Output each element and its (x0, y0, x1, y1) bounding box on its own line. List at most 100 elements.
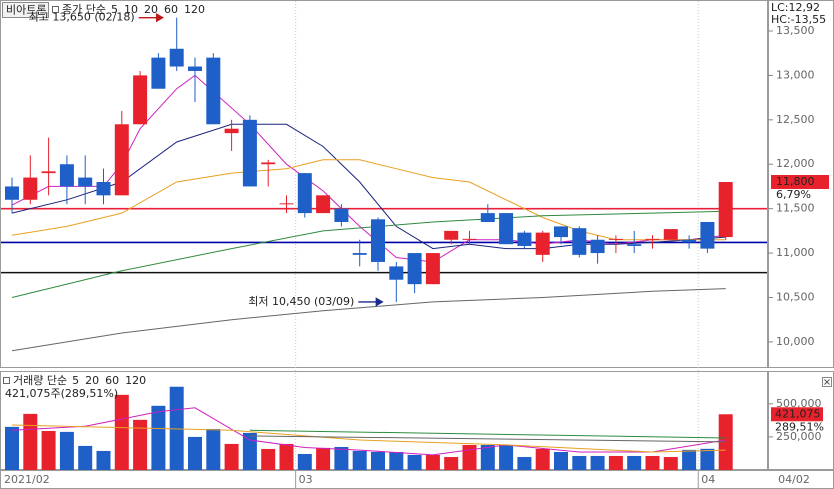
ma-line (11, 123, 726, 250)
volume-bar (5, 426, 19, 470)
last-price-box (771, 175, 829, 190)
candle-body (608, 238, 623, 240)
candle-body (389, 266, 404, 280)
legend-item: 60 (105, 374, 119, 387)
y-tick-label: 13,500 (776, 24, 815, 37)
annotation-text: 최저 10,450 (03/09) (248, 295, 354, 308)
candle-body (425, 253, 440, 285)
candle-body (151, 57, 166, 89)
y-tick-label: 500,000 (776, 397, 822, 410)
candle-body (462, 238, 477, 240)
ma-line (11, 424, 726, 453)
legend-item: 5 (72, 374, 79, 387)
legend-item: 120 (125, 374, 146, 387)
volume-bar (462, 444, 477, 470)
volume-bar (627, 455, 642, 470)
change-label: 6,79% (776, 188, 811, 201)
y-tick-label: 10,500 (776, 290, 815, 303)
volume-change-label: 289,51% (775, 420, 824, 433)
volume-bar (718, 414, 733, 470)
y-tick-label: 11,000 (776, 246, 815, 259)
volume-bar (151, 405, 166, 470)
candle-body (700, 221, 715, 249)
volume-bar (682, 449, 697, 470)
volume-bar (133, 419, 148, 470)
ma-line (249, 429, 726, 439)
legend-item: 60 (164, 3, 178, 16)
volume-bar (645, 455, 660, 470)
volume-bar (371, 452, 385, 470)
symbol-box[interactable] (2, 2, 49, 18)
x-tick-label: 03 (299, 473, 313, 486)
candle-body (5, 186, 19, 200)
y-tick-label: 11,500 (776, 202, 815, 215)
candle-body (316, 195, 331, 214)
candle-body (480, 213, 495, 222)
volume-bar (352, 450, 367, 470)
volume-bar (425, 454, 440, 470)
volume-bar (224, 443, 239, 470)
candle-body (242, 119, 257, 187)
close-icon (824, 379, 830, 385)
legend-item: 20 (85, 374, 99, 387)
volume-bar (261, 448, 276, 470)
legend-label: 거래량 단순 (13, 374, 67, 387)
volume-bar (279, 443, 294, 470)
volume-bar (480, 444, 495, 470)
candle-body (169, 48, 184, 67)
candle-body (96, 182, 111, 196)
legend-item: 20 (144, 3, 158, 16)
y-tick-label: 250,000 (776, 430, 822, 443)
annotation-arrow (358, 297, 384, 307)
x-tick-label: 04 (701, 473, 715, 486)
ma-line (11, 407, 726, 456)
volume-bar (188, 436, 202, 470)
volume-bar (297, 453, 312, 470)
candle-body (59, 164, 74, 187)
symbol-name: 비아트론 (6, 4, 46, 17)
corner-label: LC:12,92 (771, 1, 820, 14)
volume-bar (169, 386, 184, 470)
volume-bar (499, 444, 514, 470)
candle-body (682, 239, 697, 243)
corner-label: HC:-13,55 (771, 13, 826, 26)
candle-body (352, 253, 367, 255)
candle-body (188, 66, 202, 71)
volume-bar (700, 448, 715, 470)
candle-body (78, 177, 93, 187)
last-volume-label: 421,075 (775, 407, 821, 420)
volume-bar (96, 450, 111, 470)
candle-body (224, 128, 239, 134)
volume-bar (23, 413, 38, 470)
annotation-text: 최고 13,650 (02/18) (29, 11, 135, 24)
volume-bar (242, 432, 257, 470)
candle-body (371, 219, 385, 262)
candle-body (297, 173, 312, 214)
candle-body (23, 177, 38, 200)
candle-body (663, 229, 678, 240)
y-tick-label: 10,000 (776, 335, 815, 348)
legend-item: 120 (184, 3, 205, 16)
volume-bar (41, 430, 56, 470)
volume-bar (535, 448, 550, 470)
volume-bar (206, 428, 221, 470)
volume-bar (554, 452, 568, 470)
y-tick-label: 12,000 (776, 157, 815, 170)
volume-bar (334, 446, 349, 470)
candle-body (41, 171, 56, 174)
y-tick-label: 13,000 (776, 68, 815, 81)
last-volume-box (771, 407, 823, 422)
legend-label: 종가 단순 (62, 3, 106, 16)
candle-body (517, 232, 532, 246)
candle-body (645, 238, 660, 240)
candle-body (133, 75, 148, 125)
candle-body (499, 213, 514, 245)
candle-body (627, 244, 642, 246)
volume-bar (114, 394, 129, 470)
volume-bar (316, 447, 331, 470)
volume-bar (590, 455, 605, 470)
legend-item: 5 (111, 3, 118, 16)
legend-icon (52, 6, 59, 13)
candle-body (572, 228, 587, 255)
